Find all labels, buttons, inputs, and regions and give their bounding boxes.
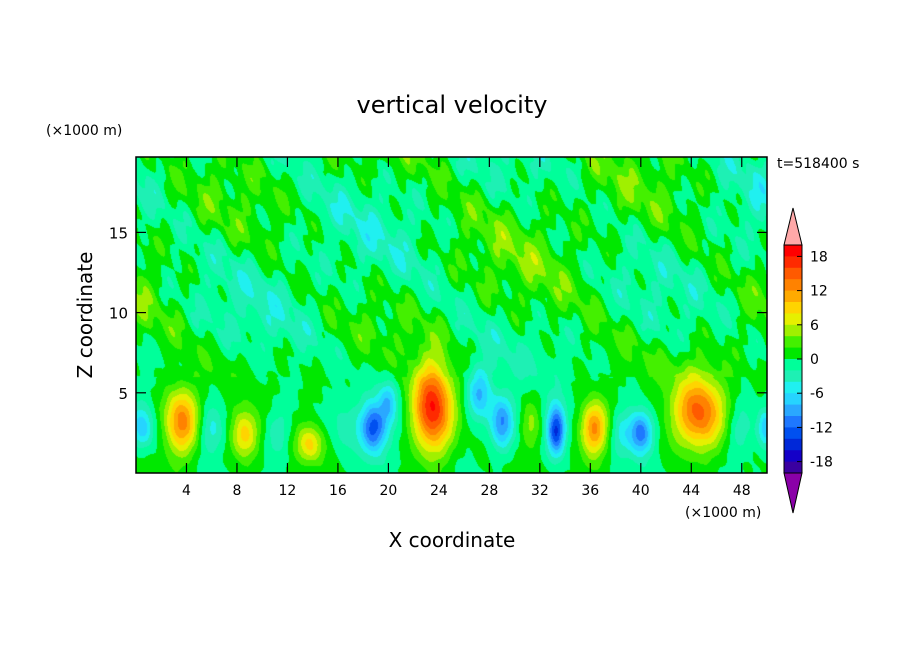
colorbar-label: 0 (810, 352, 819, 368)
y-tick-label: 10 (109, 305, 128, 323)
colorbar-band (784, 279, 802, 292)
colorbar-min-arrow (783, 472, 803, 514)
colorbar-band (784, 336, 802, 349)
x-tick-label: 16 (329, 483, 347, 499)
colorbar-band (784, 450, 802, 463)
y-axis-ticks: 5 10 15 (109, 224, 767, 403)
colorbar-label: -18 (810, 455, 833, 471)
chart-title: vertical velocity (357, 91, 548, 119)
colorbar-band (784, 324, 802, 337)
x-tick-label: 20 (379, 483, 397, 499)
x-tick-label: 40 (632, 483, 650, 499)
colorbar-band (784, 245, 802, 257)
time-label: t=518400 s (777, 156, 859, 172)
x-axis-label: X coordinate (389, 528, 516, 552)
velocity-contour-field (136, 157, 767, 473)
colorbar-max-arrow (783, 207, 803, 246)
colorbar: 18 12 6 0 -6 -12 -18 (783, 207, 833, 514)
colorbar-band (784, 381, 802, 394)
plot-frame (135, 156, 768, 474)
x-tick-label: 36 (581, 483, 599, 499)
colorbar-band (784, 461, 802, 474)
colorbar-band (784, 438, 802, 451)
colorbar-band (784, 347, 802, 360)
x-axis-ticks: 4 8 12 16 20 24 28 32 36 40 44 48 (182, 157, 751, 499)
colorbar-band (784, 267, 802, 280)
x-tick-label: 32 (531, 483, 549, 499)
x-tick-label: 24 (430, 483, 448, 499)
x-tick-label: 8 (232, 483, 241, 499)
x-tick-label: 44 (682, 483, 700, 499)
colorbar-band (784, 359, 802, 371)
colorbar-band (784, 427, 802, 440)
colorbar-band (784, 393, 802, 406)
y-tick-label: 5 (118, 385, 128, 403)
y-axis-label: Z coordinate (73, 252, 97, 379)
x-tick-label: 48 (733, 483, 751, 499)
colorbar-label: 18 (810, 249, 828, 265)
x-tick-label: 4 (182, 483, 191, 499)
colorbar-label: -12 (810, 420, 833, 436)
x-tick-label: 12 (279, 483, 297, 499)
y-tick-label: 15 (109, 224, 128, 242)
colorbar-band (784, 302, 802, 314)
colorbar-band (784, 404, 802, 417)
colorbar-band (784, 313, 802, 326)
colorbar-band (784, 256, 802, 269)
colorbar-band (784, 416, 802, 428)
y-unit-label: (×1000 m) (46, 123, 122, 139)
colorbar-label: 12 (810, 284, 828, 300)
colorbar-band (784, 290, 802, 303)
colorbar-band (784, 370, 802, 383)
x-tick-label: 28 (480, 483, 498, 499)
colorbar-label: 6 (810, 318, 819, 334)
colorbar-label: -6 (810, 386, 824, 402)
x-unit-label: (×1000 m) (685, 505, 761, 521)
